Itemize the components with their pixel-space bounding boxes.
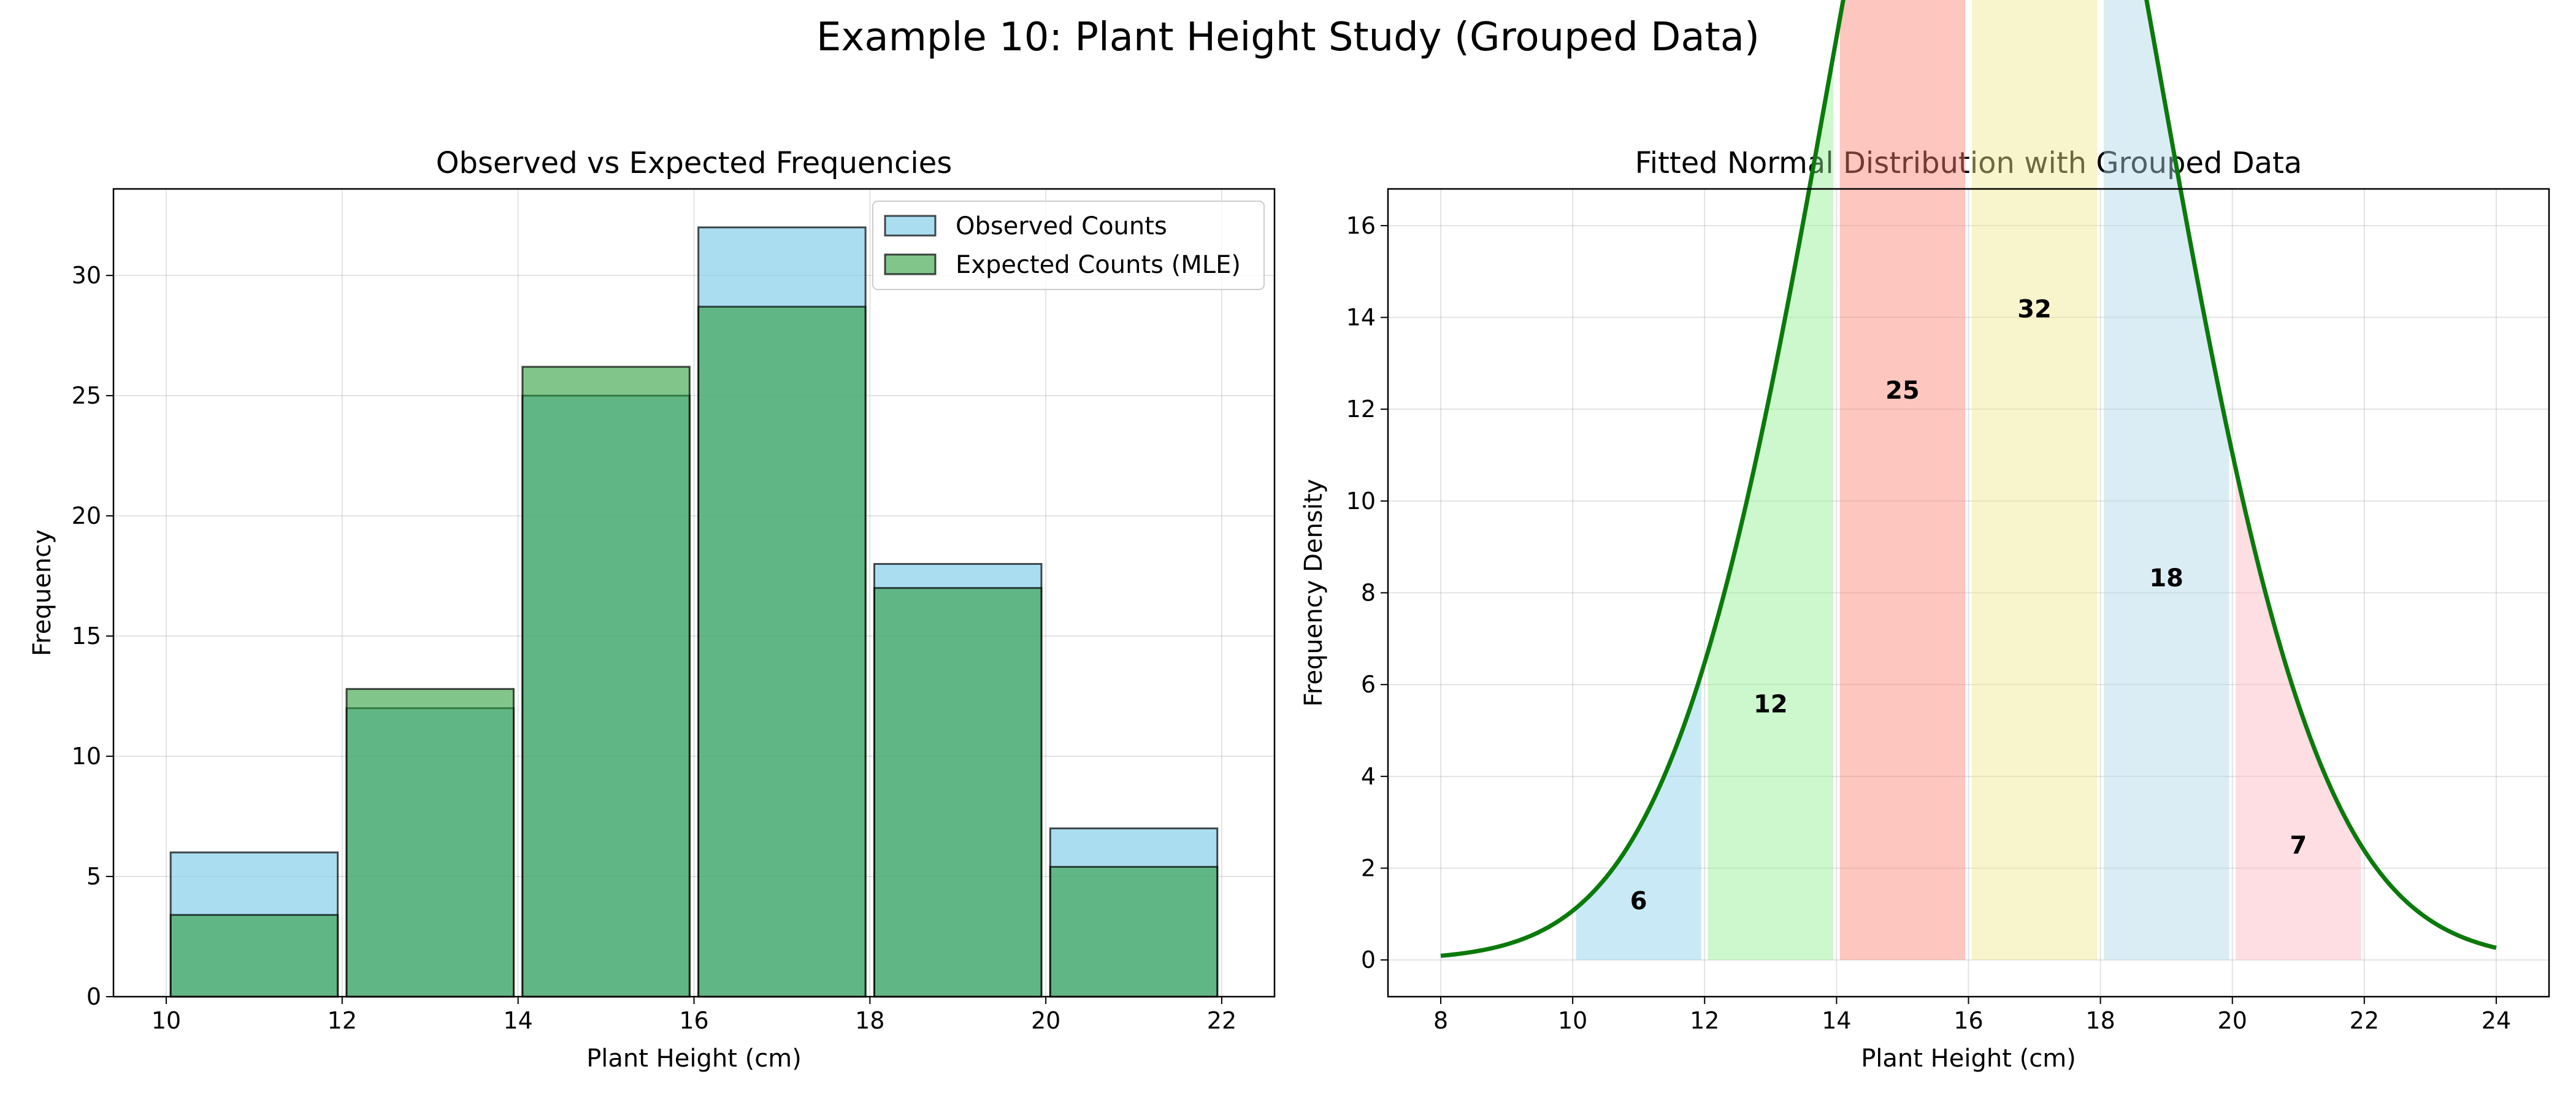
legend-swatch [884, 253, 937, 275]
expected-bar [697, 305, 867, 998]
group-area [1576, 673, 1701, 960]
legend-box [872, 201, 1265, 290]
group-count-label: 6 [1630, 887, 1647, 916]
x-tick-label: 16 [1953, 1007, 1983, 1034]
group-count-label: 12 [1754, 691, 1788, 719]
x-tick-label: 12 [328, 1007, 357, 1034]
y-tick-label: 2 [1361, 854, 1376, 881]
expected-bar [169, 914, 339, 998]
y-tick-label: 15 [72, 623, 101, 650]
fitted-normal-curve [1440, 0, 2497, 958]
left-chart: 10 12 14 16 18 20 22 0 5 10 15 20 25 30 Observed vs Ex… [28, 146, 1276, 1073]
y-tick-label: 14 [1346, 304, 1376, 331]
y-tick-label: 12 [1346, 396, 1376, 423]
group-area [2236, 468, 2361, 960]
chart-title: Observed vs Expected Frequencies [436, 146, 953, 180]
x-axis-label: Plant Height (cm) [586, 1045, 802, 1073]
expected-bar [1049, 865, 1219, 998]
x-tick-label: 24 [2482, 1007, 2511, 1034]
legend-label: Observed Counts [956, 212, 1167, 240]
x-tick-label: 14 [504, 1007, 533, 1034]
y-tick-label: 16 [1346, 212, 1376, 239]
legend-label: Expected Counts (MLE) [956, 251, 1241, 279]
plot-frame [1387, 188, 2550, 998]
x-tick-label: 18 [855, 1007, 884, 1034]
y-tick-label: 20 [72, 502, 101, 529]
y-tick-label: 5 [86, 863, 101, 890]
y-tick-label: 0 [1361, 946, 1376, 973]
x-tick-label: 22 [2350, 1007, 2379, 1034]
y-tick-label: 30 [72, 262, 101, 289]
figure-title: Example 10: Plant Height Study (Grouped … [816, 15, 1760, 60]
x-tick-label: 14 [1822, 1007, 1851, 1034]
chart-title: Fitted Normal Distribution with Grouped … [1635, 146, 2302, 180]
plot-frame [112, 188, 1276, 998]
legend-swatch [884, 215, 937, 237]
group-count-label: 18 [2149, 564, 2183, 592]
x-tick-label: 22 [1207, 1007, 1236, 1034]
x-tick-label: 16 [679, 1007, 708, 1034]
x-tick-label: 12 [1690, 1007, 1719, 1034]
x-tick-label: 20 [2218, 1007, 2247, 1034]
y-tick-label: 0 [86, 983, 101, 1010]
x-axis-label: Plant Height (cm) [1861, 1045, 2076, 1073]
group-area [1971, 0, 2098, 960]
y-axis-label: Frequency [28, 529, 56, 656]
x-tick-label: 10 [151, 1007, 181, 1034]
x-tick-label: 10 [1558, 1007, 1587, 1034]
y-tick-label: 6 [1361, 671, 1376, 698]
expected-bar [345, 688, 515, 998]
group-count-label: 32 [2017, 296, 2052, 324]
y-tick-label: 8 [1361, 580, 1376, 607]
y-tick-label: 4 [1361, 763, 1376, 790]
group-area [1708, 55, 1834, 960]
expected-bar [873, 587, 1043, 998]
group-area [1839, 0, 1966, 960]
y-tick-label: 25 [72, 382, 101, 409]
y-tick-label: 10 [1346, 488, 1376, 515]
x-tick-label: 8 [1433, 1007, 1448, 1034]
group-count-label: 7 [2290, 831, 2307, 859]
group-count-label: 25 [1885, 377, 1920, 405]
group-area [2103, 0, 2229, 960]
y-tick-label: 10 [72, 743, 101, 770]
y-axis-label: Frequency Density [1300, 479, 1328, 707]
x-tick-label: 20 [1031, 1007, 1060, 1034]
x-tick-label: 18 [2085, 1007, 2115, 1034]
expected-bar [521, 366, 691, 998]
